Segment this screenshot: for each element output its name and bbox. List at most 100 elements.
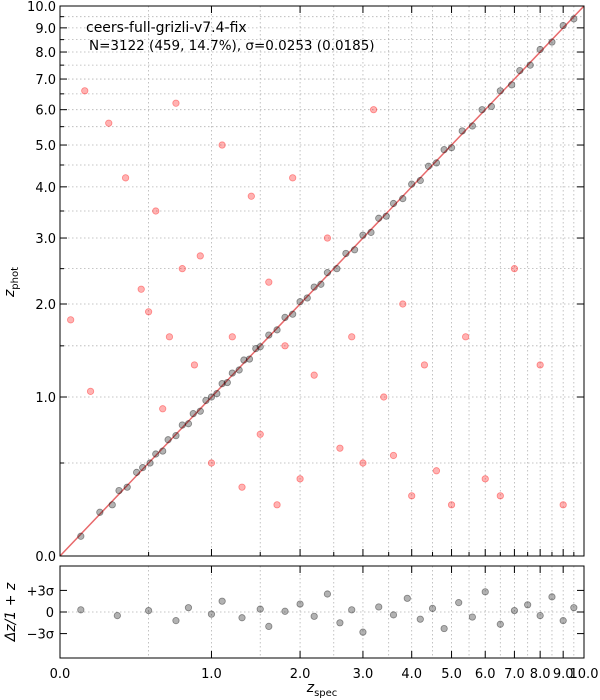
residual-point (256, 605, 264, 613)
data-point (178, 421, 186, 429)
x-tick-label: 9.0 (553, 667, 574, 682)
x-tick-label: 1.0 (201, 667, 222, 682)
outlier-point (281, 342, 289, 350)
data-point (468, 122, 476, 130)
outlier-point (152, 207, 160, 215)
residual-point (428, 604, 437, 613)
y-tick-label: 4.0 (35, 181, 56, 196)
outlier-point (273, 501, 281, 509)
residual-point (113, 611, 121, 620)
outlier-point (86, 387, 95, 395)
data-point (235, 366, 243, 374)
residual-y-tick-label: +3σ (27, 584, 54, 599)
residual-point (207, 610, 216, 618)
y-tick-label: 8.0 (35, 46, 56, 61)
residual-point (496, 620, 504, 628)
outlier-point (145, 308, 153, 316)
x-tick-label: 4.0 (401, 667, 422, 682)
data-point (252, 345, 260, 353)
residual-point (348, 606, 356, 614)
data-point (207, 393, 216, 401)
outlier-point (359, 459, 367, 467)
residual-gridlines (60, 566, 584, 658)
outlier-point (336, 444, 344, 452)
data-point (108, 501, 116, 509)
residual-point (310, 612, 318, 620)
data-point (333, 265, 341, 273)
data-point (416, 176, 424, 185)
residual-point (524, 601, 532, 609)
data-point (228, 369, 236, 377)
data-point (184, 420, 193, 428)
outlier-point (218, 141, 226, 149)
data-point (526, 61, 534, 69)
data-point (408, 180, 416, 188)
outlier-point (323, 234, 332, 242)
outlier-point (289, 174, 297, 182)
x-tick-label: 0.0 (50, 667, 71, 682)
data-point (172, 432, 180, 440)
y-tick-label: 2.0 (35, 298, 56, 313)
residual-point (416, 615, 424, 623)
data-point (389, 199, 398, 208)
outlier-point (238, 483, 246, 491)
residual-points (77, 588, 578, 636)
outlier-point (510, 265, 519, 273)
residual-point (455, 599, 463, 607)
residual-point (238, 614, 246, 622)
residual-point (184, 604, 193, 612)
data-point (424, 162, 433, 170)
data-point (508, 81, 516, 89)
residual-point (559, 617, 567, 625)
residual-y-tick-label: 0 (46, 606, 54, 621)
y-tick-label: 1.0 (35, 391, 56, 406)
residual-point (570, 604, 578, 612)
outlier-point (481, 475, 489, 483)
residual-point (440, 624, 448, 633)
main-x-ticks (59, 6, 585, 556)
y-tick-label: 3.0 (35, 232, 56, 247)
outlier-point (432, 467, 441, 475)
y-tick-label: 5.0 (35, 139, 56, 154)
data-point (310, 283, 318, 291)
outlier-point (67, 316, 75, 324)
outlier-point (196, 252, 204, 260)
svg-text:zphot: zphot (2, 267, 21, 298)
main-plot-frame (59, 5, 585, 557)
data-point (458, 127, 466, 135)
data-point (303, 294, 311, 302)
y-tick-label: 9.0 (35, 22, 56, 37)
outlier-point (105, 119, 113, 127)
x-tick-label: 10.0 (570, 667, 599, 682)
y-axis-label: zphot (2, 267, 21, 298)
data-point (139, 464, 147, 472)
residual-point (389, 611, 398, 619)
x-tick-label: 5.0 (441, 667, 462, 682)
data-point (202, 396, 210, 405)
outlier-point (137, 285, 145, 293)
x-tick-label: 8.0 (530, 667, 551, 682)
outlier-point (159, 405, 167, 413)
data-point (359, 231, 367, 239)
outlier-point (190, 361, 199, 369)
outlier-point (462, 333, 470, 341)
data-point (245, 355, 254, 363)
residual-panel: +3σ 0 −3σ 0.0 1.0 2.0 3.0 4.0 5.0 6.0 7.0 8.0 9.010… (3, 565, 599, 682)
residual-point (218, 597, 226, 605)
outlier-point (370, 106, 378, 114)
data-point (536, 45, 544, 54)
outlier-point (310, 371, 318, 379)
residual-point (77, 606, 85, 614)
residual-y-axis-label: Δz/1 + z (3, 582, 19, 642)
data-point (152, 450, 160, 458)
data-point (548, 38, 556, 46)
outlier-point (81, 87, 89, 95)
data-point (516, 66, 524, 75)
data-point (77, 532, 85, 540)
data-point (281, 313, 289, 321)
data-point (146, 459, 154, 467)
data-point (213, 389, 221, 398)
residual-point (510, 606, 519, 615)
data-point (323, 269, 332, 277)
